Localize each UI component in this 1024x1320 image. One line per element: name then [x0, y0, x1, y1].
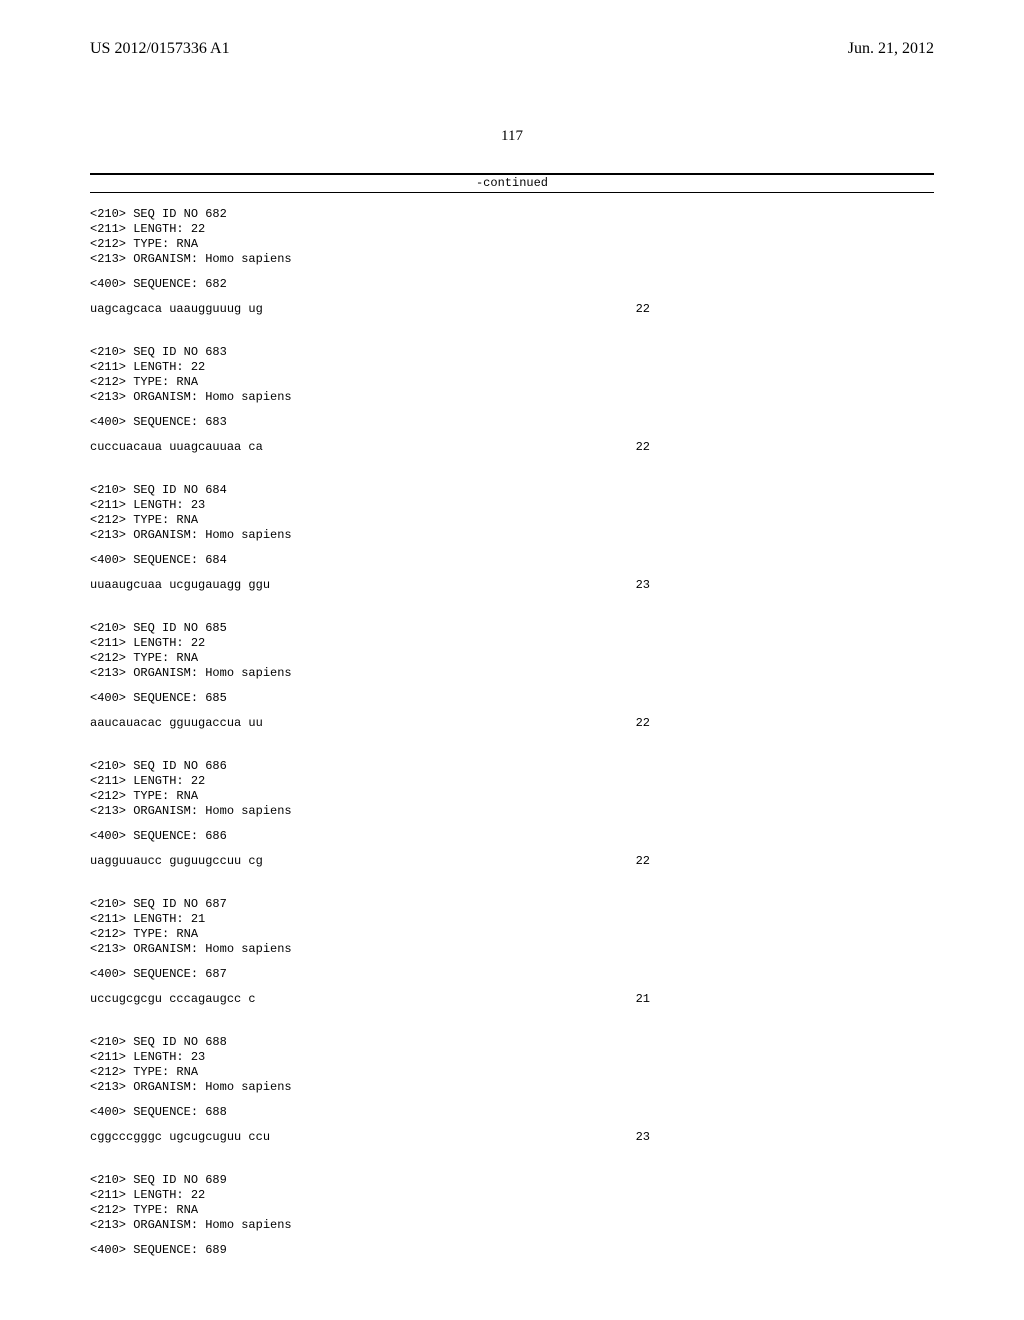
sequence-label: <400> SEQUENCE: 689	[90, 1243, 934, 1258]
sequence-label: <400> SEQUENCE: 687	[90, 967, 934, 982]
sequence-length: 22	[636, 854, 650, 869]
sequence-feature-line: <212> TYPE: RNA	[90, 1203, 934, 1218]
sequence-text: aaucauacac gguugaccua uu	[90, 716, 263, 731]
sequence-label: <400> SEQUENCE: 684	[90, 553, 934, 568]
sequence-feature-line: <212> TYPE: RNA	[90, 1065, 934, 1080]
sequence-length: 23	[636, 578, 650, 593]
sequence-feature-line: <210> SEQ ID NO 686	[90, 759, 934, 774]
page-header: US 2012/0157336 A1 Jun. 21, 2012	[90, 40, 934, 58]
spacer	[90, 1095, 934, 1105]
sequence-row: uuaaugcuaa ucgugauagg ggu 23	[90, 578, 650, 593]
sequence-label: <400> SEQUENCE: 686	[90, 829, 934, 844]
continued-label: -continued	[90, 175, 934, 192]
sequence-feature-line: <213> ORGANISM: Homo sapiens	[90, 1080, 934, 1095]
spacer	[90, 1233, 934, 1243]
sequence-row: uccugcgcgu cccagaugcc c 21	[90, 992, 650, 1007]
sequence-length: 21	[636, 992, 650, 1007]
sequence-label: <400> SEQUENCE: 683	[90, 415, 934, 430]
spacer	[90, 543, 934, 553]
sequence-length: 22	[636, 440, 650, 455]
spacer	[90, 568, 934, 578]
spacer	[90, 819, 934, 829]
publication-date: Jun. 21, 2012	[848, 40, 934, 58]
sequence-text: uuaaugcuaa ucgugauagg ggu	[90, 578, 270, 593]
sequence-text: uagguuaucc guguugccuu cg	[90, 854, 263, 869]
spacer	[90, 706, 934, 716]
sequence-feature-line: <212> TYPE: RNA	[90, 789, 934, 804]
sequence-text: cggcccgggc ugcugcuguu ccu	[90, 1130, 270, 1145]
sequence-feature-line: <211> LENGTH: 22	[90, 360, 934, 375]
page-number: 117	[90, 128, 934, 145]
sequence-feature-line: <213> ORGANISM: Homo sapiens	[90, 252, 934, 267]
sequence-text: cuccuacaua uuagcauuaa ca	[90, 440, 263, 455]
sequence-row: uagcagcaca uaaugguuug ug 22	[90, 302, 650, 317]
sequence-row: cuccuacaua uuagcauuaa ca 22	[90, 440, 650, 455]
sequence-text: uagcagcaca uaaugguuug ug	[90, 302, 263, 317]
sequence-row: aaucauacac gguugaccua uu 22	[90, 716, 650, 731]
spacer	[90, 844, 934, 854]
continued-rule: -continued	[90, 173, 934, 193]
sequence-length: 22	[636, 302, 650, 317]
sequence-block: <210> SEQ ID NO 687<211> LENGTH: 21<212>…	[90, 897, 934, 1017]
publication-number: US 2012/0157336 A1	[90, 40, 230, 58]
sequence-text: uccugcgcgu cccagaugcc c	[90, 992, 256, 1007]
spacer	[90, 957, 934, 967]
sequence-feature-line: <210> SEQ ID NO 685	[90, 621, 934, 636]
sequence-feature-line: <213> ORGANISM: Homo sapiens	[90, 942, 934, 957]
sequence-block: <210> SEQ ID NO 684<211> LENGTH: 23<212>…	[90, 483, 934, 603]
sequence-block: <210> SEQ ID NO 688<211> LENGTH: 23<212>…	[90, 1035, 934, 1155]
sequence-feature-line: <210> SEQ ID NO 688	[90, 1035, 934, 1050]
spacer	[90, 869, 934, 879]
spacer	[90, 267, 934, 277]
sequence-feature-line: <211> LENGTH: 21	[90, 912, 934, 927]
spacer	[90, 982, 934, 992]
sequence-feature-line: <211> LENGTH: 22	[90, 774, 934, 789]
spacer	[90, 430, 934, 440]
sequence-block: <210> SEQ ID NO 683<211> LENGTH: 22<212>…	[90, 345, 934, 465]
spacer	[90, 317, 934, 327]
spacer	[90, 292, 934, 302]
sequence-length: 22	[636, 716, 650, 731]
sequence-feature-line: <210> SEQ ID NO 682	[90, 207, 934, 222]
sequence-feature-line: <211> LENGTH: 22	[90, 636, 934, 651]
sequence-block: <210> SEQ ID NO 686<211> LENGTH: 22<212>…	[90, 759, 934, 879]
sequence-feature-line: <213> ORGANISM: Homo sapiens	[90, 1218, 934, 1233]
sequence-label: <400> SEQUENCE: 685	[90, 691, 934, 706]
sequence-feature-line: <213> ORGANISM: Homo sapiens	[90, 666, 934, 681]
sequence-feature-line: <212> TYPE: RNA	[90, 375, 934, 390]
spacer	[90, 405, 934, 415]
spacer	[90, 1120, 934, 1130]
sequence-feature-line: <211> LENGTH: 22	[90, 1188, 934, 1203]
sequence-feature-line: <212> TYPE: RNA	[90, 237, 934, 252]
sequence-length: 23	[636, 1130, 650, 1145]
sequence-block: <210> SEQ ID NO 689<211> LENGTH: 22<212>…	[90, 1173, 934, 1258]
sequence-feature-line: <212> TYPE: RNA	[90, 927, 934, 942]
sequence-row: cggcccgggc ugcugcuguu ccu 23	[90, 1130, 650, 1145]
sequence-feature-line: <212> TYPE: RNA	[90, 651, 934, 666]
sequence-row: uagguuaucc guguugccuu cg 22	[90, 854, 650, 869]
sequence-feature-line: <210> SEQ ID NO 689	[90, 1173, 934, 1188]
sequence-feature-line: <211> LENGTH: 22	[90, 222, 934, 237]
sequence-feature-line: <210> SEQ ID NO 687	[90, 897, 934, 912]
spacer	[90, 593, 934, 603]
sequence-block: <210> SEQ ID NO 682<211> LENGTH: 22<212>…	[90, 207, 934, 327]
sequence-feature-line: <212> TYPE: RNA	[90, 513, 934, 528]
sequence-feature-line: <213> ORGANISM: Homo sapiens	[90, 390, 934, 405]
sequence-label: <400> SEQUENCE: 682	[90, 277, 934, 292]
spacer	[90, 1007, 934, 1017]
sequence-label: <400> SEQUENCE: 688	[90, 1105, 934, 1120]
page-container: US 2012/0157336 A1 Jun. 21, 2012 117 -co…	[0, 0, 1024, 1320]
sequence-feature-line: <210> SEQ ID NO 684	[90, 483, 934, 498]
sequence-feature-line: <210> SEQ ID NO 683	[90, 345, 934, 360]
sequence-feature-line: <213> ORGANISM: Homo sapiens	[90, 804, 934, 819]
sequence-feature-line: <211> LENGTH: 23	[90, 1050, 934, 1065]
spacer	[90, 1145, 934, 1155]
spacer	[90, 681, 934, 691]
sequence-feature-line: <211> LENGTH: 23	[90, 498, 934, 513]
sequence-feature-line: <213> ORGANISM: Homo sapiens	[90, 528, 934, 543]
spacer	[90, 731, 934, 741]
sequence-listing: <210> SEQ ID NO 682<211> LENGTH: 22<212>…	[90, 207, 934, 1258]
sequence-block: <210> SEQ ID NO 685<211> LENGTH: 22<212>…	[90, 621, 934, 741]
spacer	[90, 455, 934, 465]
